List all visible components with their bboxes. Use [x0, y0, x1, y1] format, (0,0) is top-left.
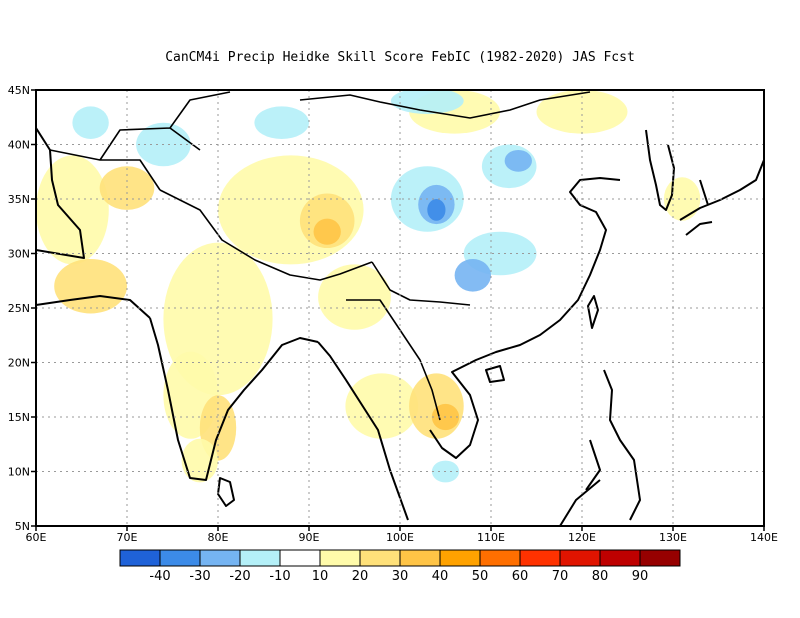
colorbar-label: 50	[472, 569, 489, 584]
x-tick-label: 100E	[386, 531, 414, 544]
colorbar-swatch	[399, 549, 441, 567]
map-title: CanCM4i Precip Heidke Skill Score FebIC …	[165, 50, 635, 65]
y-tick-label: 35N	[8, 193, 30, 206]
skill-region-19	[254, 106, 309, 140]
x-tick-label: 130E	[659, 531, 687, 544]
skill-region-17	[72, 106, 109, 140]
colorbar-swatch	[319, 549, 361, 567]
colorbar-label: 60	[512, 569, 529, 584]
coastline-korea	[645, 129, 675, 211]
border-mongolia	[299, 91, 591, 119]
y-tick-label: 30N	[8, 248, 30, 261]
skill-region-24	[504, 149, 532, 172]
skill-region-15	[536, 90, 628, 134]
x-tick-label: 80E	[208, 531, 229, 544]
x-tick-label: 90E	[299, 531, 320, 544]
colorbar-swatch	[159, 549, 201, 567]
colorbar-swatch	[559, 549, 601, 567]
coastline-srilanka	[217, 477, 235, 507]
border-tibet-china	[371, 261, 471, 306]
colorbar-label: -40	[149, 569, 170, 584]
x-axis-ticks: 60E 70E 80E 90E 100E 110E 120E 130E 140E	[26, 526, 778, 544]
skill-region-6	[181, 438, 218, 483]
skill-region-1	[54, 258, 127, 314]
skill-score-regions	[36, 90, 701, 483]
coastline-borneo	[559, 479, 601, 526]
border-indochina	[346, 299, 441, 421]
y-tick-label: 15N	[8, 411, 30, 424]
coastline-gulf-thailand	[429, 177, 621, 459]
colorbar-swatch	[119, 549, 161, 567]
colorbar-swatch	[239, 549, 281, 567]
colorbar-label: 20	[352, 569, 369, 584]
colorbar-label: 40	[432, 569, 449, 584]
skill-region-22	[427, 199, 446, 221]
colorbar-swatch	[279, 549, 321, 567]
colorbar-swatch	[439, 549, 481, 567]
colorbar-swatch	[479, 549, 521, 567]
skill-region-26	[454, 258, 491, 292]
coastline-hainan	[485, 365, 505, 383]
coastlines-and-borders	[36, 91, 764, 526]
x-tick-label: 110E	[477, 531, 505, 544]
skill-region-27	[390, 90, 464, 114]
x-tick-label: 120E	[568, 531, 596, 544]
y-tick-label: 45N	[8, 84, 30, 97]
coastline-philippines	[585, 369, 641, 521]
skill-region-2	[99, 166, 155, 210]
colorbar: -40 -30 -20 -10 10 20 30 40 50 60 70 80 90	[119, 549, 681, 584]
coastline-taiwan	[587, 295, 599, 329]
colorbar-label: 80	[592, 569, 609, 584]
lat-lon-grid	[36, 90, 764, 526]
y-tick-label: 5N	[15, 520, 30, 533]
colorbar-label: 90	[632, 569, 649, 584]
colorbar-label: 70	[552, 569, 569, 584]
y-tick-label: 40N	[8, 139, 30, 152]
colorbar-label: -30	[189, 569, 210, 584]
colorbar-label: -10	[269, 569, 290, 584]
y-tick-label: 20N	[8, 357, 30, 370]
colorbar-swatch	[599, 549, 641, 567]
coastline-india	[149, 317, 319, 481]
y-tick-label: 10N	[8, 466, 30, 479]
x-tick-label: 70E	[117, 531, 138, 544]
coastline-makran	[36, 295, 151, 319]
colorbar-label: -20	[229, 569, 250, 584]
colorbar-label: 10	[312, 569, 329, 584]
skill-region-0	[36, 155, 109, 265]
y-tick-label: 25N	[8, 302, 30, 315]
x-tick-label: 140E	[750, 531, 778, 544]
colorbar-swatch	[519, 549, 561, 567]
y-axis-ticks: 5N 10N 15N 20N 25N 30N 35N 40N 45N	[8, 84, 36, 533]
colorbar-swatch	[639, 549, 681, 567]
skill-region-9	[313, 218, 341, 245]
colorbar-swatch	[199, 549, 241, 567]
colorbar-swatch	[359, 549, 401, 567]
skill-region-11	[345, 373, 419, 439]
skill-region-10	[318, 264, 391, 330]
x-tick-label: 60E	[26, 531, 47, 544]
colorbar-label: 30	[392, 569, 409, 584]
coastline-japan	[679, 159, 764, 236]
border-himalaya	[159, 189, 373, 281]
coastline-indochina	[317, 341, 409, 521]
